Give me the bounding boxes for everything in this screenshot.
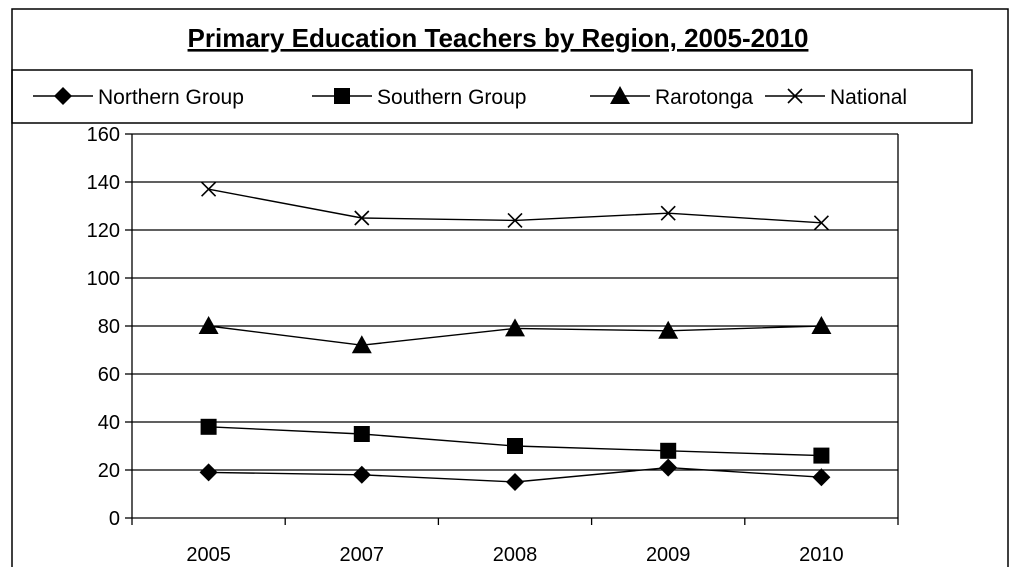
- data-point-northern-group: [199, 463, 218, 482]
- gridlines: [132, 133, 898, 471]
- legend-label: National: [830, 86, 907, 109]
- data-point-southern-group: [507, 438, 523, 454]
- series-line-national: [208, 188, 822, 224]
- legend-marker-northern-group: [54, 87, 72, 105]
- x-tick-label: 2007: [340, 544, 385, 566]
- y-tick-label: 80: [98, 316, 120, 338]
- y-tick-label: 20: [98, 460, 120, 482]
- legend-item-southern-group: Southern Group: [312, 86, 526, 109]
- series-rarotonga: [198, 316, 832, 354]
- legend-item-national: National: [765, 86, 907, 109]
- legend: Northern Group Southern Group Rarotonga Nat…: [33, 86, 907, 109]
- legend-label: Southern Group: [377, 86, 526, 109]
- data-point-southern-group: [200, 418, 217, 435]
- y-tick-label: 140: [87, 172, 120, 194]
- legend-label: Rarotonga: [655, 86, 753, 109]
- data-point-northern-group: [812, 468, 831, 487]
- x-tick-label: 2005: [186, 544, 231, 566]
- y-axis-ticks: 0 20 40 60 80 100 120 140 160: [87, 124, 132, 530]
- x-tick-label: 2009: [646, 544, 691, 566]
- legend-marker-national: [787, 88, 803, 104]
- data-point-national: [813, 215, 829, 231]
- y-tick-label: 0: [109, 508, 120, 530]
- series-national: [201, 181, 829, 231]
- data-point-southern-group: [660, 442, 677, 459]
- data-point-southern-group: [813, 447, 830, 464]
- y-tick-label: 100: [87, 268, 120, 290]
- data-point-northern-group: [352, 465, 371, 484]
- data-point-rarotonga: [658, 320, 679, 339]
- series-northern-group: [199, 458, 831, 491]
- data-point-rarotonga: [505, 318, 525, 337]
- chart-border: [11, 8, 1009, 567]
- y-tick-label: 40: [98, 412, 120, 434]
- legend-item-northern-group: Northern Group: [33, 86, 244, 109]
- legend-marker-rarotonga: [610, 86, 630, 104]
- data-point-national: [354, 210, 370, 226]
- data-point-rarotonga: [198, 316, 219, 334]
- y-tick-label: 120: [87, 220, 120, 242]
- data-point-northern-group: [659, 458, 678, 477]
- y-tick-label: 160: [87, 124, 120, 146]
- legend-item-rarotonga: Rarotonga: [590, 86, 753, 109]
- legend-marker-southern-group: [334, 88, 350, 104]
- x-axis-ticks: 2005 2007 2008 2009 2010: [131, 518, 899, 566]
- x-tick-label: 2010: [799, 544, 844, 566]
- data-point-national: [201, 181, 217, 197]
- data-point-southern-group: [353, 426, 370, 442]
- series-southern-group: [200, 418, 830, 464]
- data-point-national: [507, 212, 523, 228]
- chart-title: Primary Education Teachers by Region, 20…: [188, 23, 809, 53]
- data-point-rarotonga: [351, 335, 372, 354]
- series-layer: [198, 181, 832, 491]
- y-tick-label: 60: [98, 364, 120, 386]
- data-point-northern-group: [506, 473, 524, 491]
- data-point-rarotonga: [811, 316, 832, 334]
- legend-box: [11, 69, 973, 124]
- data-point-national: [660, 205, 676, 221]
- x-tick-label: 2008: [493, 544, 538, 566]
- legend-label: Northern Group: [98, 86, 244, 109]
